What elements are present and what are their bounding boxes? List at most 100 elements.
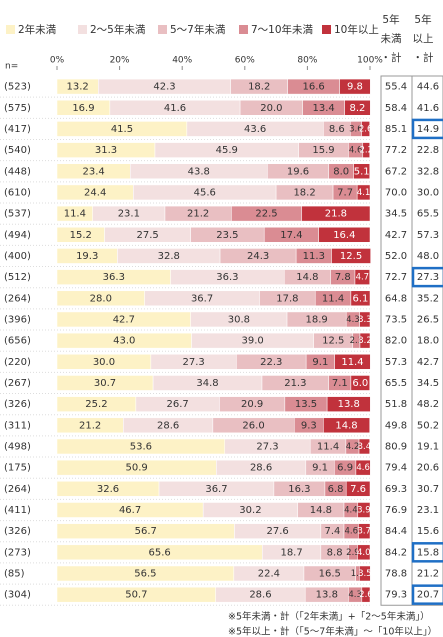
- summary-value: 44.6: [417, 82, 439, 93]
- summary-value: 65.5: [385, 378, 407, 389]
- summary-value: 84.2: [385, 547, 407, 558]
- bar-segment: [323, 417, 370, 434]
- column-header: 未満: [381, 33, 402, 45]
- data-label: 30.0: [93, 357, 115, 368]
- bar-segment: [357, 502, 371, 518]
- category-label: (273): [4, 547, 31, 558]
- category-label: (326): [4, 526, 31, 537]
- data-label: 22.4: [258, 568, 280, 579]
- data-label: 42.7: [113, 314, 135, 325]
- data-label: 11.3: [303, 251, 325, 262]
- data-label: 4.2: [346, 442, 360, 452]
- data-label: 19.3: [76, 251, 98, 262]
- summary-value: 20.7: [417, 590, 439, 601]
- data-label: 4.7: [356, 273, 370, 283]
- data-label: 32.6: [97, 484, 119, 495]
- data-label: 2.6: [359, 124, 373, 134]
- summary-value: 64.8: [385, 293, 407, 304]
- summary-value: 76.9: [385, 505, 407, 516]
- summary-value: 35.2: [417, 293, 439, 304]
- legend-swatch: [6, 25, 15, 34]
- data-label: 13.2: [67, 82, 89, 93]
- summary-value: 58.4: [385, 103, 407, 114]
- data-label: 18.2: [248, 82, 270, 93]
- summary-value: 42.7: [417, 357, 439, 368]
- summary-value: 41.6: [417, 103, 439, 114]
- category-label: (656): [4, 336, 31, 347]
- data-label: 8.6: [329, 124, 345, 135]
- data-label: 13.8: [316, 590, 338, 601]
- data-label: 15.2: [70, 230, 92, 241]
- legend-swatch: [239, 25, 248, 34]
- data-label: 21.2: [187, 209, 209, 220]
- data-label: 3.6: [349, 124, 363, 134]
- data-label: 17.8: [276, 293, 298, 304]
- data-label: 16.3: [288, 484, 310, 495]
- bar-segment: [358, 438, 370, 455]
- summary-value: 57.3: [417, 230, 439, 241]
- summary-value: 73.5: [385, 314, 407, 325]
- data-label: 21.3: [284, 378, 306, 389]
- bar-segment: [326, 396, 371, 412]
- summary-value: 48.2: [417, 399, 439, 410]
- summary-value: 55.4: [385, 82, 407, 93]
- bar-segment: [357, 544, 371, 561]
- bar-segment: [361, 121, 370, 137]
- data-label: 22.3: [260, 357, 282, 368]
- highlight-box: [411, 542, 443, 563]
- data-label: 12.5: [340, 251, 362, 262]
- data-label: 4.0: [357, 548, 371, 558]
- data-label: 21.2: [79, 420, 101, 431]
- data-label: 32.8: [158, 251, 180, 262]
- data-label: 18.9: [306, 314, 328, 325]
- column-header: 5年: [382, 13, 399, 26]
- summary-value: 42.7: [385, 230, 407, 241]
- summary-value: 70.0: [385, 187, 407, 198]
- bar-segment: [339, 78, 371, 95]
- data-label: 7.6: [350, 484, 366, 495]
- legend-label: 2年未満: [18, 23, 57, 36]
- category-label: (523): [4, 82, 31, 93]
- data-label: 6.1: [353, 293, 369, 304]
- summary-value: 67.2: [385, 166, 407, 177]
- summary-value: 14.9: [417, 124, 439, 135]
- x-tick-label: 80%: [297, 56, 317, 66]
- data-label: 9.8: [347, 82, 363, 93]
- bar-segment: [359, 332, 371, 349]
- data-label: 3.7: [357, 527, 371, 537]
- data-label: 3.9: [357, 505, 371, 515]
- data-label: 4.6: [356, 463, 370, 473]
- data-label: 36.3: [216, 272, 238, 283]
- category-label: (494): [4, 230, 31, 241]
- summary-value: 32.8: [417, 166, 439, 177]
- data-label: 53.6: [130, 441, 152, 452]
- summary-value: 15.8: [417, 547, 439, 558]
- axis-label: n=: [5, 62, 18, 72]
- data-label: 14.8: [310, 505, 332, 516]
- summary-value: 84.4: [385, 526, 407, 537]
- data-label: 20.0: [260, 103, 282, 114]
- highlight-box: [411, 118, 443, 140]
- data-label: 26.0: [242, 420, 264, 431]
- data-label: 56.7: [135, 526, 157, 537]
- summary-value: 27.3: [417, 272, 439, 283]
- data-label: 6.9: [337, 463, 353, 474]
- data-label: 16.4: [333, 230, 355, 241]
- data-label: 43.6: [244, 124, 266, 135]
- data-label: 28.6: [249, 590, 271, 601]
- bar-segment: [334, 354, 371, 370]
- data-label: 20.9: [241, 399, 263, 410]
- data-label: 11.4: [322, 293, 344, 304]
- bar-segment: [301, 205, 371, 222]
- data-label: 43.8: [188, 166, 210, 177]
- data-label: 4.6: [344, 527, 358, 537]
- data-label: 27.5: [136, 230, 158, 241]
- bar-segment: [318, 227, 371, 243]
- x-tick-label: 20%: [110, 56, 130, 66]
- data-label: 8.0: [333, 166, 349, 177]
- summary-value: 69.3: [385, 484, 407, 495]
- data-label: 31.3: [95, 145, 117, 156]
- column-header: ・計: [413, 51, 434, 64]
- data-label: 13.5: [295, 399, 317, 410]
